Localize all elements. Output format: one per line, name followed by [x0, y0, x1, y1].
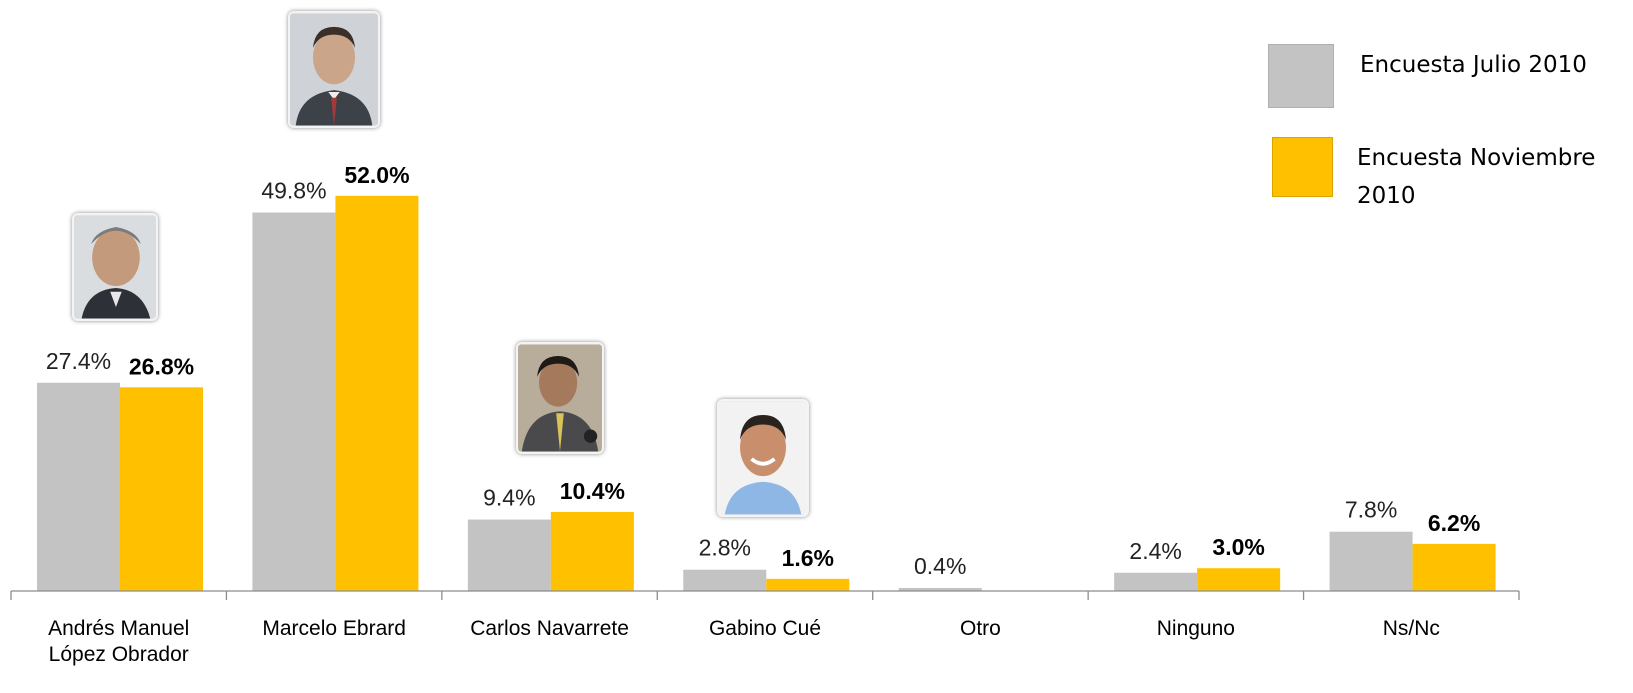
value-label: 10.4% — [560, 478, 625, 504]
value-label: 49.8% — [261, 178, 326, 204]
category-label: Carlos Navarrete — [470, 617, 629, 640]
bar-julio — [898, 587, 982, 591]
value-label: 9.4% — [483, 485, 535, 511]
legend-label-julio: Encuesta Julio 2010 — [1360, 52, 1587, 78]
legend-swatch-julio — [1268, 44, 1334, 108]
value-label: 1.6% — [782, 545, 834, 571]
x-axis — [10, 590, 1520, 600]
value-label: 2.4% — [1129, 538, 1181, 564]
legend-swatch-noviembre — [1272, 137, 1333, 197]
bar-noviembre — [120, 387, 203, 591]
value-label: 26.8% — [129, 353, 194, 379]
category-label: Ns/Nc — [1383, 617, 1440, 640]
category-label: Andrés Manuel — [48, 617, 189, 640]
bar-julio — [1114, 572, 1198, 591]
category-labels-group: Andrés Manuel López Obrador Marcelo Ebrard… — [48, 617, 1440, 666]
candidate-photo-navarrete — [516, 342, 604, 454]
value-label: 0.4% — [914, 553, 966, 579]
bar-julio — [683, 569, 767, 591]
value-label: 3.0% — [1212, 534, 1264, 560]
value-label: 7.8% — [1345, 497, 1397, 523]
value-labels-group: 27.4% 26.8% 49.8% 52.0% 9.4% 10.4% 2.8% 1.6% 0.4… — [46, 162, 1480, 579]
legend-label-noviembre: Encuesta Noviembre 2010 — [1357, 145, 1596, 209]
bar-noviembre — [1197, 568, 1281, 591]
bar-noviembre — [766, 578, 850, 591]
category-label: Gabino Cué — [709, 617, 821, 640]
candidate-photo-lopez-obrador — [72, 213, 158, 321]
candidate-photo-icon — [518, 344, 602, 452]
bars-group — [37, 195, 1496, 592]
value-label: 2.8% — [699, 535, 751, 561]
value-label: 27.4% — [46, 348, 111, 374]
value-label: 52.0% — [344, 162, 409, 188]
bar-noviembre — [1412, 543, 1496, 591]
value-label: 6.2% — [1428, 510, 1480, 536]
bar-noviembre — [550, 511, 634, 591]
bar-julio — [252, 212, 336, 591]
candidate-photo-icon — [74, 215, 156, 319]
candidate-photo-cue — [717, 399, 809, 517]
category-label: López Obrador — [49, 643, 189, 666]
category-label: Otro — [960, 617, 1001, 640]
category-label: Marcelo Ebrard — [262, 617, 406, 640]
candidate-photo-icon — [719, 401, 807, 515]
bar-noviembre — [335, 195, 419, 592]
bar-julio — [37, 382, 120, 591]
candidate-photo-ebrard — [288, 11, 380, 128]
bar-julio — [1329, 531, 1413, 591]
candidate-photo-icon — [290, 13, 378, 126]
bar-julio — [467, 519, 551, 591]
category-label: Ninguno — [1157, 617, 1235, 640]
